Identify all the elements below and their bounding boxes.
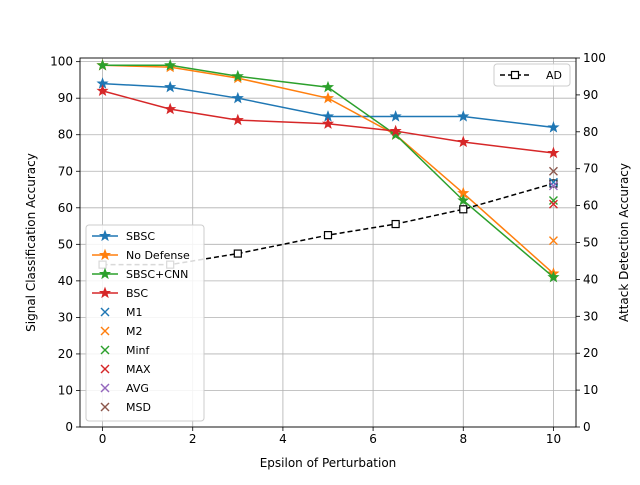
legend-marker-1 [98,248,112,261]
y2-tick-label: 70 [583,162,598,176]
legend-label: No Defense [126,249,190,262]
y2-tick-label: 0 [583,420,591,434]
legend-label: M2 [126,325,143,338]
series-3-point-6 [547,146,560,159]
series-2-point-4 [389,128,402,140]
series-2-point-6 [547,270,560,283]
y-axis-label: Signal Classification Accuracy [24,153,38,332]
right-series-0-point-5 [459,205,468,214]
y2-tick-label: 30 [583,309,598,323]
legend-marker-7 [100,364,110,374]
legend-marker-8 [100,383,110,393]
x-axis-label: Epsilon of Perturbation [260,456,397,470]
right-series-0-point-2 [233,249,242,258]
y-tick-label: 100 [50,55,73,69]
x-tick-label: 10 [546,432,561,446]
y2-tick-label: 60 [583,199,598,213]
y-tick-label: 10 [58,383,73,397]
series-2-point-3 [321,80,335,93]
y2-axis-label: Attack Detection Accuracy [617,163,631,322]
series-0-point-4 [389,110,402,122]
y2-tick-label: 20 [583,346,598,360]
scatter-point-5-stroke-b [548,166,558,176]
series-1-point-3 [321,91,335,104]
legend-label: AVG [126,382,149,395]
y-tick-label: 60 [58,201,73,215]
legend-marker-5 [100,326,110,336]
scatter-point-4 [548,181,558,191]
x-tick-label: 8 [459,432,467,446]
y-tick-label: 80 [58,128,73,142]
y2-tick-label: 80 [583,125,598,139]
scatter-point-0 [548,177,558,187]
legend-marker-3 [98,286,112,299]
series-2-point-0 [96,58,109,71]
series-2-point-1 [164,58,177,71]
series-3-point-1 [164,102,177,115]
legend-label: MAX [126,363,151,376]
legend-right-marker [510,70,520,80]
legend-label: BSC [126,287,148,300]
legend-right-label: AD [546,69,562,82]
y2-tick-label: 50 [583,236,598,250]
y-tick-label: 90 [58,91,73,105]
scatter-point-3-stroke-b [548,199,558,209]
y-tick-label: 0 [65,420,73,434]
legend-label: SBSC+CNN [126,268,188,281]
legend-marker-0 [98,229,112,242]
series-2-point-2 [231,69,244,82]
x-tick-label: 0 [99,432,107,446]
scatter-point-1 [548,236,558,246]
y2-tick-label: 90 [583,88,598,102]
series-3-point-5 [457,135,470,148]
legend-marker-6 [100,345,110,355]
y-tick-label: 30 [58,310,73,324]
series-0-point-1 [164,80,177,93]
x-tick-label: 4 [279,432,287,446]
scatter-point-2-stroke-b [548,195,558,205]
scatter-point-5 [548,166,558,176]
series-3-point-0 [96,84,109,97]
legend-marker-2 [98,267,112,280]
x-tick-label: 6 [369,432,377,446]
legend-marker-4-stroke-b [100,307,110,317]
y-tick-label: 50 [58,237,73,251]
series-2-point-5 [457,194,470,206]
legend-label: M1 [126,306,143,319]
series-3-point-3 [321,117,335,129]
series-0-point-5 [457,110,470,122]
legend-marker-9 [100,402,110,412]
scatter-point-1-stroke-b [548,236,558,246]
legend-marker-4 [100,307,110,317]
series-3-point-2 [231,113,244,126]
y2-tick-label: 100 [583,51,606,65]
scatter-point-2 [548,195,558,205]
legend-label: SBSC [126,230,155,243]
legend-marker-6-stroke-b [100,345,110,355]
scatter-point-3 [548,199,558,209]
series-0-point-6 [547,121,560,133]
legend-label: MSD [126,401,151,414]
legend-marker-8-stroke-b [100,383,110,393]
series-0-point-2 [231,91,244,104]
y-tick-label: 40 [58,274,73,288]
legend-marker-9-stroke-b [100,402,110,412]
y2-tick-label: 10 [583,383,598,397]
legend-right-box [493,63,571,87]
legend-marker-5-stroke-b [100,326,110,336]
y-tick-label: 20 [58,347,73,361]
legend-marker-7-stroke-b [100,364,110,374]
scatter-point-4-stroke-b [548,181,558,191]
right-series-0-point-6 [549,179,558,188]
legend-label: Minf [126,344,151,357]
y2-tick-label: 40 [583,272,598,286]
scatter-point-0-stroke-b [548,177,558,187]
right-series-0-point-4 [391,219,400,229]
y-tick-label: 70 [58,164,73,178]
series-3-point-4 [389,124,402,137]
right-series-0-point-3 [323,231,333,240]
x-tick-label: 2 [189,432,197,446]
